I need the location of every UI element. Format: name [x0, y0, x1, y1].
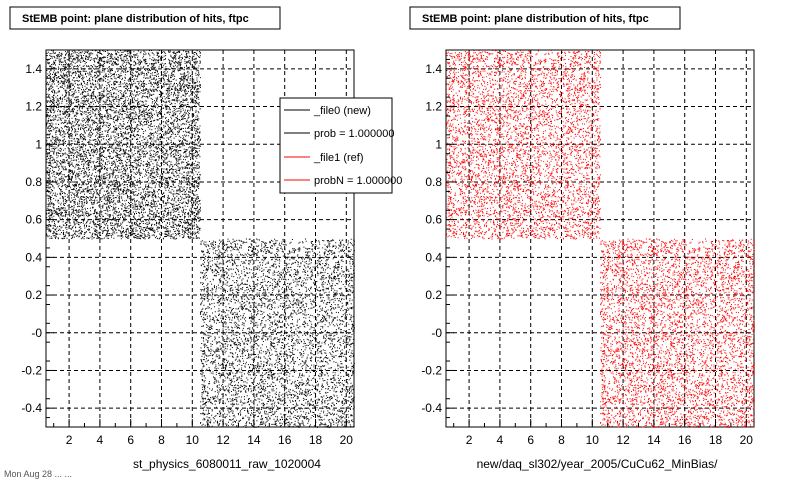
right-grid: [446, 50, 754, 427]
scatter-hit-points: [46, 50, 355, 428]
left-panel: StEMB point: plane distribution of hits,…: [9, 6, 355, 471]
right-scatter-points: [446, 50, 755, 428]
x-tick-label: 2: [466, 433, 473, 447]
left-legend: _file0 (new) prob = 1.000000 _file1 (ref…: [279, 97, 402, 194]
y-tick-label: 0.4: [25, 250, 42, 264]
right-chart-title: StEMB point: plane distribution of hits,…: [422, 13, 649, 25]
x-tick-label: 8: [558, 433, 565, 447]
legend-label-file0: _file0 (new): [313, 105, 371, 117]
y-tick-label: 0.8: [25, 175, 42, 189]
y-tick-label: -0: [431, 326, 442, 340]
legend-label-file1: _file1 (ref): [313, 152, 364, 164]
x-tick-label: 10: [186, 433, 200, 447]
y-tick-label: 1.2: [425, 100, 442, 114]
x-tick-label: 18: [709, 433, 723, 447]
legend-box: [279, 97, 393, 194]
x-tick-label: 14: [247, 433, 261, 447]
left-x-axis-label: st_physics_6080011_raw_1020004: [133, 457, 321, 471]
y-tick-label: -0.4: [21, 401, 42, 415]
x-tick-label: 20: [740, 433, 754, 447]
left-chart-title: StEMB point: plane distribution of hits,…: [22, 13, 249, 25]
x-tick-label: 4: [497, 433, 504, 447]
left-title-box: [9, 6, 281, 30]
x-tick-label: 8: [158, 433, 165, 447]
right-panel: StEMB point: plane distribution of hits,…: [409, 6, 755, 471]
y-tick-label: 0.4: [425, 250, 442, 264]
y-tick-label: 1.4: [425, 62, 442, 76]
y-tick-label: -0.2: [21, 363, 42, 377]
x-tick-label: 2: [66, 433, 73, 447]
y-tick-label: -0: [31, 326, 42, 340]
right-plot-frame: [445, 49, 755, 428]
x-tick-label: 14: [647, 433, 661, 447]
left-axes: 2 4 6 8 10 12 14 16 18 20 -0.4 -0.2 -0 0.2 0.4 0.6 0.8 1 1…: [21, 58, 354, 447]
y-tick-label: 1.2: [25, 100, 42, 114]
x-tick-label: 18: [309, 433, 323, 447]
x-tick-label: 12: [216, 433, 230, 447]
x-tick-label: 6: [127, 433, 134, 447]
x-tick-label: 10: [586, 433, 600, 447]
x-tick-label: 16: [278, 433, 292, 447]
y-tick-label: 0.2: [425, 288, 442, 302]
y-tick-label: 0.2: [25, 288, 42, 302]
y-tick-label: 0.8: [425, 175, 442, 189]
x-tick-label: 4: [97, 433, 104, 447]
footer-timestamp: Mon Aug 28 ... ...: [4, 469, 72, 479]
right-axes: 2 4 6 8 10 12 14 16 18 20 -0.4 -0.2 -0 0.2 0.4 0.6 0.8 1 1…: [421, 58, 754, 447]
right-x-axis-label: new/daq_sl302/year_2005/CuCu62_MinBias/: [477, 457, 718, 471]
legend-label-probn: probN = 1.000000: [314, 175, 402, 187]
x-tick-label: 16: [678, 433, 692, 447]
y-tick-label: -0.2: [421, 363, 442, 377]
scatter-hit-points: [446, 50, 755, 428]
legend-label-prob: prob = 1.000000: [314, 128, 394, 140]
y-tick-label: 0.6: [425, 213, 442, 227]
right-title-box: [409, 6, 681, 30]
x-tick-label: 12: [616, 433, 630, 447]
x-tick-label: 20: [340, 433, 354, 447]
y-tick-label: 1.4: [25, 62, 42, 76]
y-tick-label: 1: [435, 137, 442, 151]
y-tick-label: 0.6: [25, 213, 42, 227]
x-tick-label: 6: [527, 433, 534, 447]
y-tick-label: 1: [35, 137, 42, 151]
left-scatter-points: [46, 50, 355, 428]
y-tick-label: -0.4: [421, 401, 442, 415]
